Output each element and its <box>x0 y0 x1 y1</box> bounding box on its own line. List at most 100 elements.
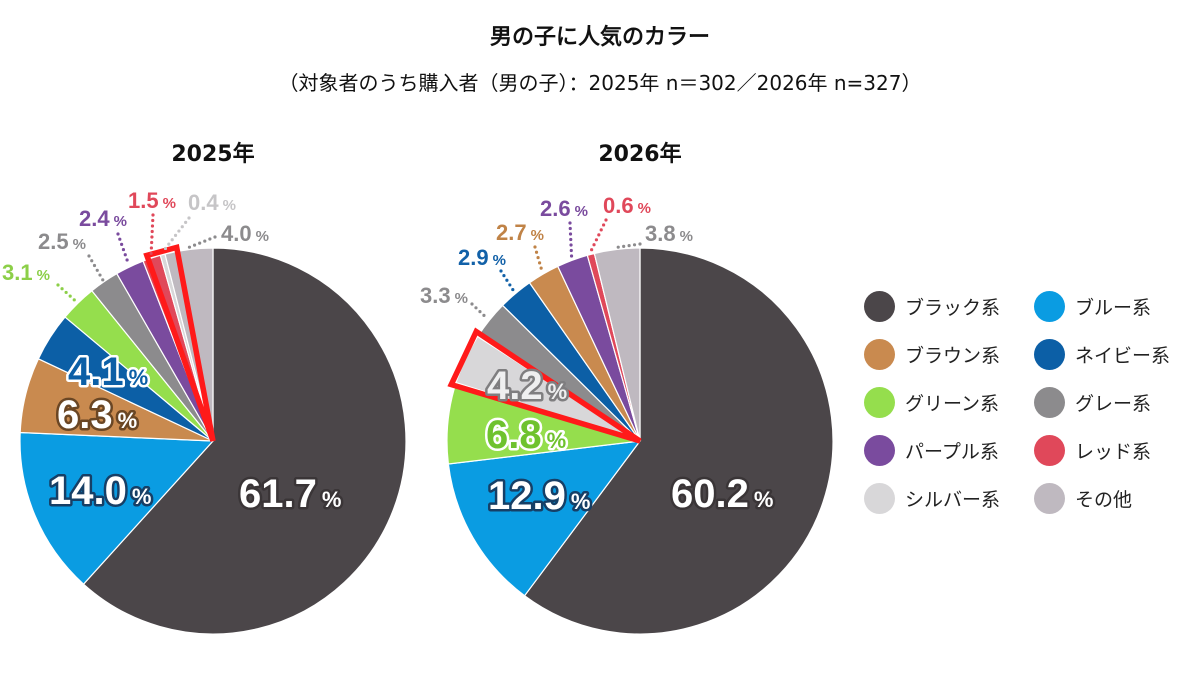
data-label-unit: % <box>132 484 152 509</box>
legend-item-brown: ブラウン系 <box>864 330 1034 378</box>
data-label-value: 60.2 <box>671 472 749 516</box>
data-label-unit: % <box>638 200 651 217</box>
legend-item-red: レッド系 <box>1034 426 1200 474</box>
data-label-unit: % <box>114 213 127 230</box>
data-label-unit: % <box>680 228 693 245</box>
data-label-unit: % <box>571 489 591 514</box>
pie-slice-black <box>523 247 834 635</box>
pie-chart-2: 60.2 %12.9 %6.8 %4.2 %3.3 %2.9 %2.7 %2.6% 0.6 %3.… <box>420 193 834 635</box>
data-label-value: 0.6 <box>603 193 634 218</box>
data-label-value: 0.4 <box>188 190 219 215</box>
data-label-value: 2.5 <box>38 229 69 254</box>
data-label-blue: 12.9% <box>488 474 590 518</box>
leader-line-navy <box>499 269 516 294</box>
data-label-value: 61.7 <box>239 472 317 516</box>
pie-heading-first: 2025年 <box>171 142 255 167</box>
leader-line-other <box>615 242 642 249</box>
data-label-value: 12.9 <box>488 474 566 518</box>
data-label-value: 3.8 <box>645 221 676 246</box>
pie-slice-blue <box>19 431 215 586</box>
data-label-navy: 4.1% <box>68 350 148 394</box>
legend-label-brown: ブラウン系 <box>905 344 1001 367</box>
data-label-value: 6.3 <box>57 393 113 437</box>
legend-label-navy: ネイビー系 <box>1075 344 1171 367</box>
pie-slice-other <box>164 247 214 442</box>
data-label-unit: % <box>73 236 86 253</box>
data-label-purple: 2.6% <box>540 196 588 221</box>
pie-slice-black <box>82 247 407 635</box>
legend-swatch-brown <box>864 338 895 370</box>
data-label-black: 60.2% <box>671 472 773 516</box>
data-label-navy: 2.9% <box>458 245 506 270</box>
pie-slice-other <box>593 247 641 442</box>
data-label-value: 2.6 <box>540 196 571 221</box>
legend-item-black: ブラック系 <box>864 282 1034 330</box>
legend-item-green: グリーン系 <box>864 378 1034 426</box>
data-label-value: 6.8 <box>486 413 542 457</box>
data-label-unit: % <box>256 228 269 245</box>
legend-swatch-blue <box>1034 290 1065 322</box>
leader-line-red <box>149 213 155 258</box>
data-label-unit: % <box>118 408 138 433</box>
legend-label-other: その他 <box>1075 488 1133 511</box>
data-label-green: 6.8% <box>486 413 566 457</box>
legend-swatch-silver <box>864 482 895 514</box>
leader-line-green <box>56 283 79 304</box>
data-label-gray: 2.5% <box>38 229 86 254</box>
data-label-unit: % <box>322 487 342 512</box>
legend-swatch-black <box>864 290 895 322</box>
data-label-brown: 2.7% <box>496 220 544 245</box>
data-label-unit: % <box>548 379 568 404</box>
legend-swatch-gray <box>1034 386 1065 418</box>
legend-label-black: ブラック系 <box>905 296 1001 319</box>
legend-label-blue: ブルー系 <box>1075 296 1152 319</box>
leader-line-gray <box>470 302 490 321</box>
data-label-value: 4.1 <box>68 350 124 394</box>
data-label-value: 2.4 <box>79 206 110 231</box>
pie-chart-1: 61.7 %14.0 %6.3 %4.1 %3.1 %2.5 %2.4 %1.5% 0.4 %4.… <box>2 188 407 635</box>
data-label-unit: % <box>575 203 588 220</box>
data-label-gray: 3.3% <box>420 283 468 308</box>
data-label-silver: 0.4% <box>188 190 236 215</box>
legend-label-purple: パープル系 <box>905 440 999 463</box>
legend-item-purple: パープル系 <box>864 426 1034 474</box>
data-label-red: 1.5% <box>128 188 176 213</box>
data-label-unit: % <box>754 487 774 512</box>
data-label-value: 2.9 <box>458 245 489 270</box>
pie-heading-second: 2026年 <box>598 142 682 167</box>
legend-swatch-other <box>1034 482 1065 514</box>
legend-swatch-navy <box>1034 338 1065 370</box>
leader-line-red <box>588 218 608 255</box>
legend-item-other: その他 <box>1034 474 1200 522</box>
legend-item-gray: グレー系 <box>1034 378 1200 426</box>
leader-line-brown <box>533 245 544 274</box>
data-label-unit: % <box>531 227 544 244</box>
highlight-outline-silver <box>447 327 642 444</box>
data-label-brown: 6.3% <box>57 393 137 437</box>
data-label-unit: % <box>129 365 149 390</box>
legend-item-blue: ブルー系 <box>1034 282 1200 330</box>
legend-swatch-red <box>1034 434 1065 466</box>
data-label-value: 2.7 <box>496 220 527 245</box>
data-label-unit: % <box>37 267 50 284</box>
data-label-red: 0.6% <box>603 193 651 218</box>
data-label-unit: % <box>455 290 468 307</box>
leader-line-purple <box>116 232 131 267</box>
data-label-value: 4.0 <box>221 221 252 246</box>
leader-line-gray <box>87 254 105 282</box>
data-label-unit: % <box>223 197 236 214</box>
leader-line-purple <box>568 221 574 260</box>
leader-line-other <box>186 235 217 250</box>
data-label-unit: % <box>163 195 176 212</box>
legend-swatch-purple <box>864 434 895 466</box>
data-label-unit: % <box>547 428 567 453</box>
chart-title: 男の子に人気のカラー <box>489 25 710 50</box>
legend-label-gray: グレー系 <box>1075 392 1152 415</box>
legend-label-green: グリーン系 <box>905 392 1000 415</box>
data-label-other: 3.8% <box>645 221 693 246</box>
data-label-purple: 2.4% <box>79 206 127 231</box>
data-label-value: 3.3 <box>420 283 451 308</box>
data-label-other: 4.0% <box>221 221 269 246</box>
leader-line-silver <box>160 216 191 255</box>
legend-item-silver: シルバー系 <box>864 474 1034 522</box>
